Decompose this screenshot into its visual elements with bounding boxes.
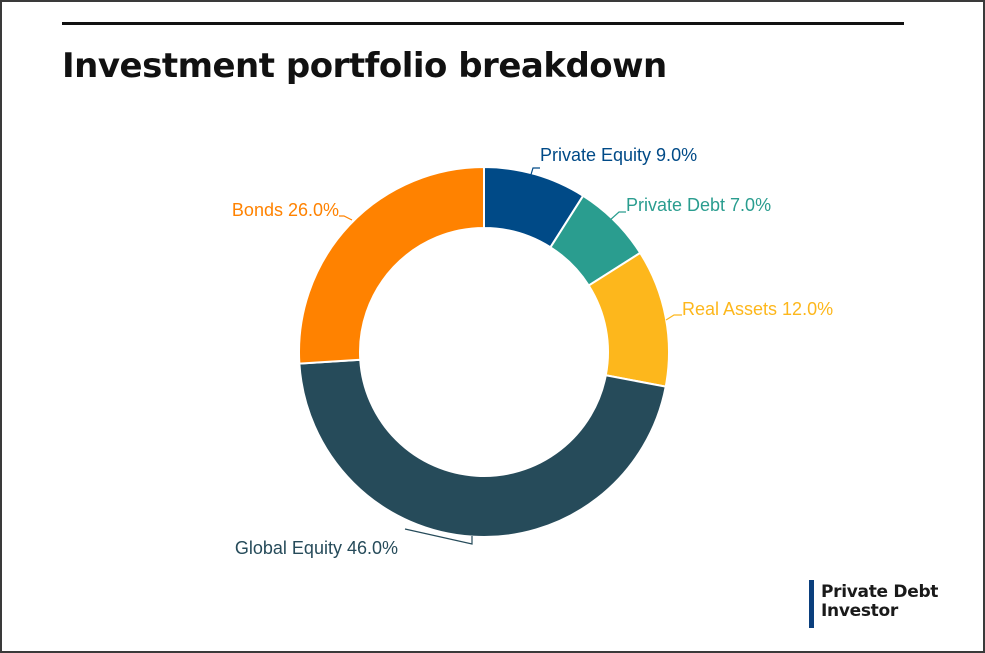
logo-accent-bar bbox=[809, 580, 814, 628]
leader-line-private-equity bbox=[525, 167, 540, 192]
leader-line-private-debt bbox=[608, 211, 626, 222]
leader-line-global-equity bbox=[404, 528, 473, 545]
chart-title: Investment portfolio breakdown bbox=[62, 46, 667, 86]
logo-wordmark: Private Debt Investor bbox=[821, 583, 938, 621]
leader-lines bbox=[339, 167, 682, 545]
donut-slice-bonds bbox=[298, 165, 485, 365]
donut-slice-global-equity bbox=[298, 358, 667, 538]
top-rule bbox=[62, 22, 904, 25]
leader-line-real-assets bbox=[665, 314, 682, 321]
logo-line-1: Private Debt bbox=[821, 582, 939, 602]
slice-label-private-equity: Private Equity 9.0% bbox=[540, 145, 697, 165]
slice-label-real-assets: Real Assets 12.0% bbox=[682, 299, 833, 319]
leader-line-bonds bbox=[339, 215, 353, 221]
slice-label-bonds: Bonds 26.0% bbox=[232, 200, 339, 220]
slice-label-global-equity: Global Equity 46.0% bbox=[235, 538, 398, 558]
logo-line-2: Investor bbox=[821, 601, 898, 621]
donut-slices bbox=[298, 165, 670, 538]
slice-label-private-debt: Private Debt 7.0% bbox=[626, 195, 771, 215]
slice-labels: Private Equity 9.0% Private Debt 7.0% Real… bbox=[232, 145, 833, 558]
